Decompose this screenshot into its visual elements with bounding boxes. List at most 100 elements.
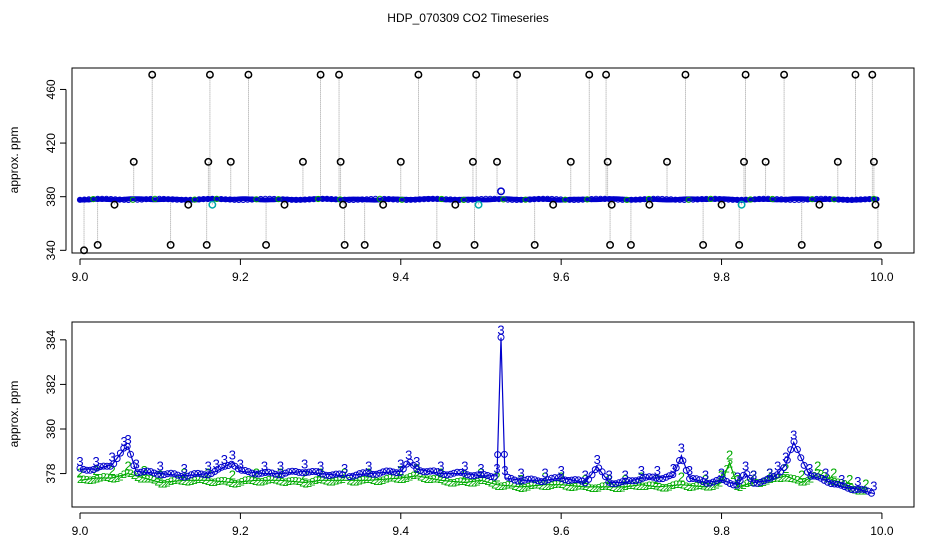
series-point-label: 2 [622, 472, 629, 487]
series-point [362, 469, 370, 477]
series-point-label: 3 [397, 456, 404, 471]
series-point [554, 474, 562, 482]
series-point-label: 3 [317, 459, 324, 474]
series-point [372, 470, 380, 478]
series-point-label: 2 [687, 482, 693, 494]
series-point-label: 2 [589, 483, 595, 495]
series-point [197, 470, 205, 478]
series-point-label: 2 [154, 477, 160, 489]
series-point [521, 476, 529, 484]
series-point [100, 462, 108, 470]
series-point-label: 2 [108, 463, 115, 478]
bottom-panel-y-tick-label: 382 [44, 374, 58, 394]
series-point-label: 2 [141, 474, 147, 486]
top-panel-baseline-point [465, 196, 472, 203]
top-panel-baseline-point [800, 196, 807, 203]
series-point-label: 3 [497, 323, 504, 338]
top-panel-spike-point [513, 70, 522, 79]
series-point [800, 461, 808, 469]
series-point-label: 2 [121, 469, 127, 481]
series-point [854, 485, 862, 493]
top-panel-baseline-point [310, 196, 317, 203]
series-point-label: 2 [296, 476, 302, 488]
top-panel-baseline-point [742, 196, 750, 203]
series-point-label: 2 [215, 476, 221, 488]
series-point-label: 2 [602, 481, 608, 493]
series-point-label: 3 [92, 454, 99, 469]
series-point-label: 2 [202, 475, 208, 487]
series-point-label: 2 [151, 475, 157, 487]
series-point-label: 2 [205, 476, 211, 488]
series-point-label: 2 [195, 474, 201, 486]
series-point [588, 471, 596, 479]
top-panel-y-label: approx. ppm [7, 127, 21, 194]
series-point [426, 467, 434, 475]
series-point-label: 2 [319, 474, 325, 486]
series-point [484, 472, 491, 479]
series-point [719, 476, 727, 484]
top-panel-spike-point [205, 70, 214, 79]
bottom-panel-x-tick-label: 9.2 [232, 524, 249, 538]
top-panel-baseline-point [765, 195, 772, 202]
top-panel-baseline-point [125, 196, 132, 203]
series-point [423, 468, 431, 476]
series-point [635, 476, 643, 484]
series-point-label: 2 [394, 473, 400, 485]
series-point-label: 2 [515, 482, 521, 494]
series-point-label: 2 [660, 483, 666, 495]
series-point-label: 2 [804, 476, 810, 488]
series-point [561, 476, 569, 484]
top-panel-baseline-point [773, 196, 781, 203]
top-panel-baseline-point [288, 196, 295, 203]
series-point-label: 3 [108, 450, 115, 465]
top-panel-baseline-point [795, 196, 803, 203]
top-panel-spike-point [585, 70, 594, 79]
series-point-label: 2 [252, 476, 258, 488]
series-point-label: 2 [447, 478, 453, 490]
series-point [868, 489, 875, 497]
series-point-label: 2 [262, 475, 268, 487]
top-panel-baseline-point [522, 196, 529, 203]
series-point [531, 476, 539, 484]
series-point-label: 2 [454, 477, 460, 489]
series-point-label: 2 [734, 481, 740, 493]
top-panel-baseline-point [332, 196, 339, 203]
series-point [120, 444, 128, 452]
top-panel-baseline-point [778, 196, 785, 203]
top-panel-baseline-point [769, 195, 776, 203]
series-point-label: 2 [225, 477, 231, 489]
top-panel-baseline-point [376, 195, 383, 202]
series-point [632, 477, 640, 485]
series-point [457, 468, 465, 476]
series-point-label: 2 [333, 476, 339, 488]
top-panel-frame [71, 67, 915, 254]
series-point [191, 470, 198, 478]
series-point [716, 475, 724, 483]
series-point-label: 2 [505, 480, 511, 492]
series-point [332, 470, 340, 478]
top-panel-baseline-point [853, 196, 860, 203]
top-panel: 9.0 9.2 9.4 9.6 9.8 10.0 340 380 420 460 approx.… [7, 67, 915, 284]
top-panel-spike-point [262, 241, 271, 249]
series-point-label: 2 [434, 473, 440, 485]
series-point [841, 483, 849, 491]
top-panel-y-tick-label: 460 [44, 79, 58, 99]
series-point-label: 2 [582, 481, 588, 493]
top-panel-baseline-point [204, 195, 211, 203]
series-point-label: 2 [276, 476, 282, 488]
series-point-label: 2 [357, 476, 363, 488]
series-point-label: 3 [341, 461, 348, 476]
top-panel-baseline-point [372, 195, 379, 202]
series-point [820, 476, 828, 484]
series-point [780, 464, 788, 472]
series-point [346, 473, 353, 481]
series-point-label: 2 [638, 470, 645, 485]
series-point-label: 2 [609, 482, 615, 494]
series-point [676, 457, 683, 464]
series-point [261, 469, 269, 476]
series-point [224, 462, 232, 469]
series-point [103, 462, 111, 470]
top-panel-baseline-point [363, 196, 370, 203]
top-panel-baseline-point [531, 196, 538, 203]
